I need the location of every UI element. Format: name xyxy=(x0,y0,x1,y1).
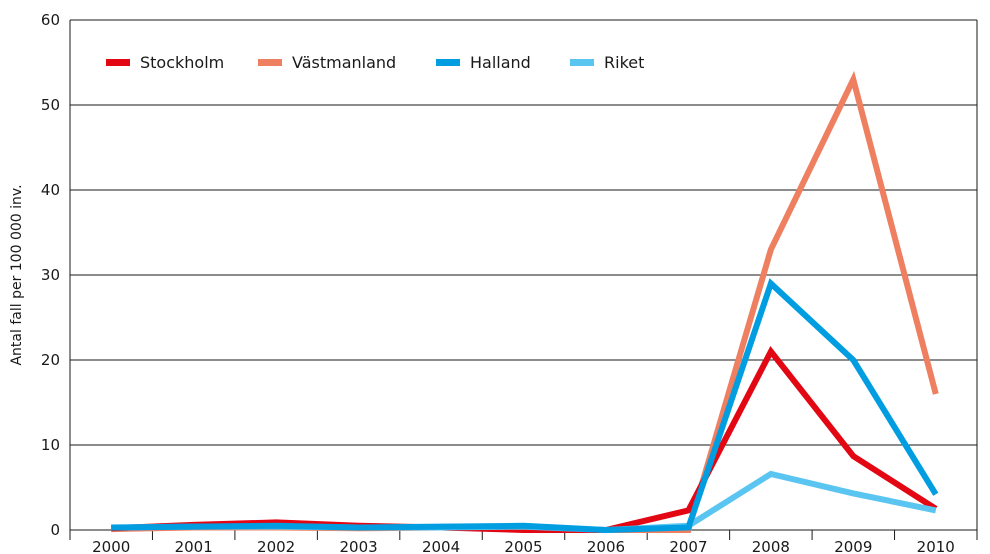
y-tick-label: 60 xyxy=(41,11,60,29)
legend-label: Stockholm xyxy=(140,53,224,72)
y-tick-label: 50 xyxy=(41,96,60,114)
x-tick-label: 2006 xyxy=(587,538,625,554)
legend-label: Riket xyxy=(604,53,644,72)
x-tick-label: 2009 xyxy=(834,538,872,554)
y-tick-label: 40 xyxy=(41,181,60,199)
y-tick-label: 10 xyxy=(41,436,60,454)
legend-label: Västmanland xyxy=(292,53,396,72)
legend-swatch xyxy=(436,59,460,66)
x-tick-label: 2004 xyxy=(422,538,460,554)
series-lines xyxy=(111,80,936,531)
x-tick-label: 2003 xyxy=(339,538,377,554)
x-tick-label: 2001 xyxy=(175,538,213,554)
gridlines xyxy=(70,20,977,530)
x-tick-label: 2002 xyxy=(257,538,295,554)
x-tick-label: 2000 xyxy=(92,538,130,554)
y-axis-label: Antal fall per 100 000 inv. xyxy=(9,184,25,365)
y-tick-label: 0 xyxy=(50,521,60,539)
legend: Stockholm Västmanland Halland Riket xyxy=(106,53,644,72)
legend-swatch xyxy=(570,59,594,66)
series-line-västmanland xyxy=(111,80,936,531)
legend-swatch xyxy=(106,59,130,66)
series-line-stockholm xyxy=(111,352,936,531)
legend-swatch xyxy=(258,59,282,66)
x-tick-label: 2008 xyxy=(752,538,790,554)
y-tick-label: 20 xyxy=(41,351,60,369)
y-axis-ticks: 0 10 20 30 40 50 60 xyxy=(41,11,60,539)
legend-label: Halland xyxy=(470,53,531,72)
x-axis-ticks: 2000 2001 2002 2003 2004 2005 2006 2007 2008 2009… xyxy=(70,530,977,554)
x-tick-label: 2005 xyxy=(504,538,542,554)
x-tick-label: 2010 xyxy=(917,538,955,554)
y-tick-label: 30 xyxy=(41,266,60,284)
x-tick-label: 2007 xyxy=(669,538,707,554)
